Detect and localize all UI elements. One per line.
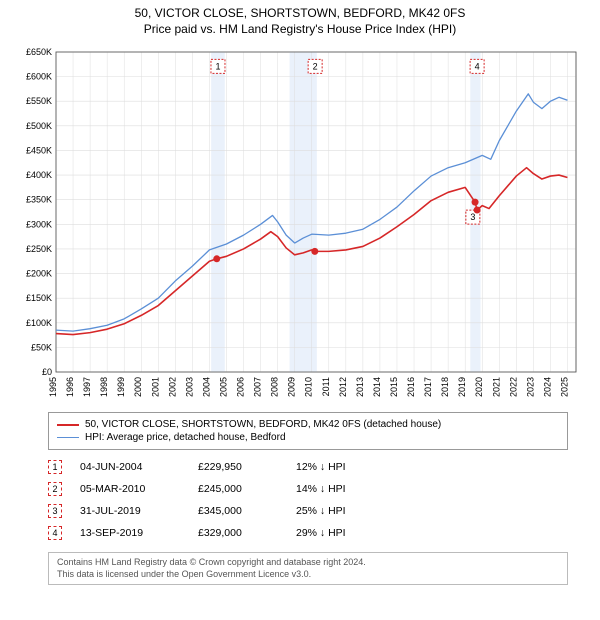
sales-table: 1 04-JUN-2004 £229,950 12% ↓ HPI 2 05-MAR-201… (48, 456, 568, 544)
svg-text:£100K: £100K (26, 318, 52, 328)
svg-text:1: 1 (215, 61, 220, 71)
svg-text:1997: 1997 (82, 377, 92, 397)
svg-text:3: 3 (470, 212, 475, 222)
svg-text:1998: 1998 (99, 377, 109, 397)
svg-text:2024: 2024 (542, 377, 552, 397)
svg-text:£600K: £600K (26, 72, 52, 82)
svg-text:2017: 2017 (423, 377, 433, 397)
svg-text:£350K: £350K (26, 195, 52, 205)
svg-text:1996: 1996 (65, 377, 75, 397)
svg-text:2: 2 (313, 61, 318, 71)
line-chart: £0 £50K £100K £150K £200K £250K £300K £350K £400… (10, 42, 590, 402)
chart-title-block: 50, VICTOR CLOSE, SHORTSTOWN, BEDFORD, M… (0, 0, 600, 38)
sale-row: 2 05-MAR-2010 £245,000 14% ↓ HPI (48, 478, 568, 500)
svg-text:2022: 2022 (508, 377, 518, 397)
legend-item: HPI: Average price, detached house, Bedf… (57, 432, 559, 443)
svg-text:£550K: £550K (26, 96, 52, 106)
legend-label: HPI: Average price, detached house, Bedf… (85, 432, 286, 443)
sale-marker-box: 4 (48, 526, 62, 540)
svg-text:£500K: £500K (26, 121, 52, 131)
sale-row: 1 04-JUN-2004 £229,950 12% ↓ HPI (48, 456, 568, 478)
svg-text:1995: 1995 (48, 377, 58, 397)
sale-row: 3 31-JUL-2019 £345,000 25% ↓ HPI (48, 500, 568, 522)
legend-item: 50, VICTOR CLOSE, SHORTSTOWN, BEDFORD, M… (57, 419, 559, 430)
svg-text:2023: 2023 (525, 377, 535, 397)
svg-text:£450K: £450K (26, 145, 52, 155)
svg-text:2025: 2025 (559, 377, 569, 397)
svg-text:2010: 2010 (304, 377, 314, 397)
sale-price: £229,950 (198, 461, 278, 473)
sale-delta-hpi: 25% ↓ HPI (296, 505, 386, 517)
sale-marker-box: 1 (48, 460, 62, 474)
svg-text:2003: 2003 (184, 377, 194, 397)
svg-text:2018: 2018 (440, 377, 450, 397)
svg-text:£250K: £250K (26, 244, 52, 254)
sale-date: 04-JUN-2004 (80, 461, 180, 473)
svg-text:2012: 2012 (338, 377, 348, 397)
svg-text:£300K: £300K (26, 219, 52, 229)
sale-delta-hpi: 14% ↓ HPI (296, 483, 386, 495)
title-line-2: Price paid vs. HM Land Registry's House … (10, 22, 590, 36)
legend-label: 50, VICTOR CLOSE, SHORTSTOWN, BEDFORD, M… (85, 419, 441, 430)
svg-text:2006: 2006 (236, 377, 246, 397)
legend-swatch (57, 424, 79, 426)
legend: 50, VICTOR CLOSE, SHORTSTOWN, BEDFORD, M… (48, 412, 568, 450)
sale-marker-box: 3 (48, 504, 62, 518)
legend-swatch (57, 437, 79, 438)
sale-marker-box: 2 (48, 482, 62, 496)
sale-price: £245,000 (198, 483, 278, 495)
footer-line-1: Contains HM Land Registry data © Crown c… (57, 557, 559, 569)
sale-date: 13-SEP-2019 (80, 527, 180, 539)
sale-delta-hpi: 29% ↓ HPI (296, 527, 386, 539)
svg-text:£650K: £650K (26, 47, 52, 57)
svg-text:2015: 2015 (389, 377, 399, 397)
svg-text:£150K: £150K (26, 293, 52, 303)
svg-text:2002: 2002 (167, 377, 177, 397)
svg-text:1999: 1999 (116, 377, 126, 397)
svg-text:2013: 2013 (355, 377, 365, 397)
svg-text:2020: 2020 (474, 377, 484, 397)
footer-attribution: Contains HM Land Registry data © Crown c… (48, 552, 568, 585)
svg-text:2005: 2005 (218, 377, 228, 397)
sale-price: £345,000 (198, 505, 278, 517)
sale-date: 05-MAR-2010 (80, 483, 180, 495)
sale-price: £329,000 (198, 527, 278, 539)
svg-text:2008: 2008 (270, 377, 280, 397)
svg-text:2011: 2011 (321, 377, 331, 396)
title-line-1: 50, VICTOR CLOSE, SHORTSTOWN, BEDFORD, M… (10, 6, 590, 20)
svg-text:2009: 2009 (287, 377, 297, 397)
svg-text:£50K: £50K (31, 342, 52, 352)
svg-text:2001: 2001 (150, 377, 160, 397)
svg-text:£0: £0 (42, 367, 52, 377)
sale-delta-hpi: 12% ↓ HPI (296, 461, 386, 473)
svg-text:2019: 2019 (457, 377, 467, 397)
svg-text:2000: 2000 (133, 377, 143, 397)
svg-text:£400K: £400K (26, 170, 52, 180)
sale-row: 4 13-SEP-2019 £329,000 29% ↓ HPI (48, 522, 568, 544)
chart-container: £0 £50K £100K £150K £200K £250K £300K £350K £400… (10, 42, 590, 402)
svg-text:2016: 2016 (406, 377, 416, 397)
svg-text:2014: 2014 (372, 377, 382, 397)
footer-line-2: This data is licensed under the Open Gov… (57, 569, 559, 581)
svg-text:2007: 2007 (253, 377, 263, 397)
svg-text:£200K: £200K (26, 269, 52, 279)
svg-text:2021: 2021 (491, 377, 501, 397)
svg-text:2004: 2004 (201, 377, 211, 397)
svg-text:4: 4 (475, 61, 480, 71)
sale-date: 31-JUL-2019 (80, 505, 180, 517)
